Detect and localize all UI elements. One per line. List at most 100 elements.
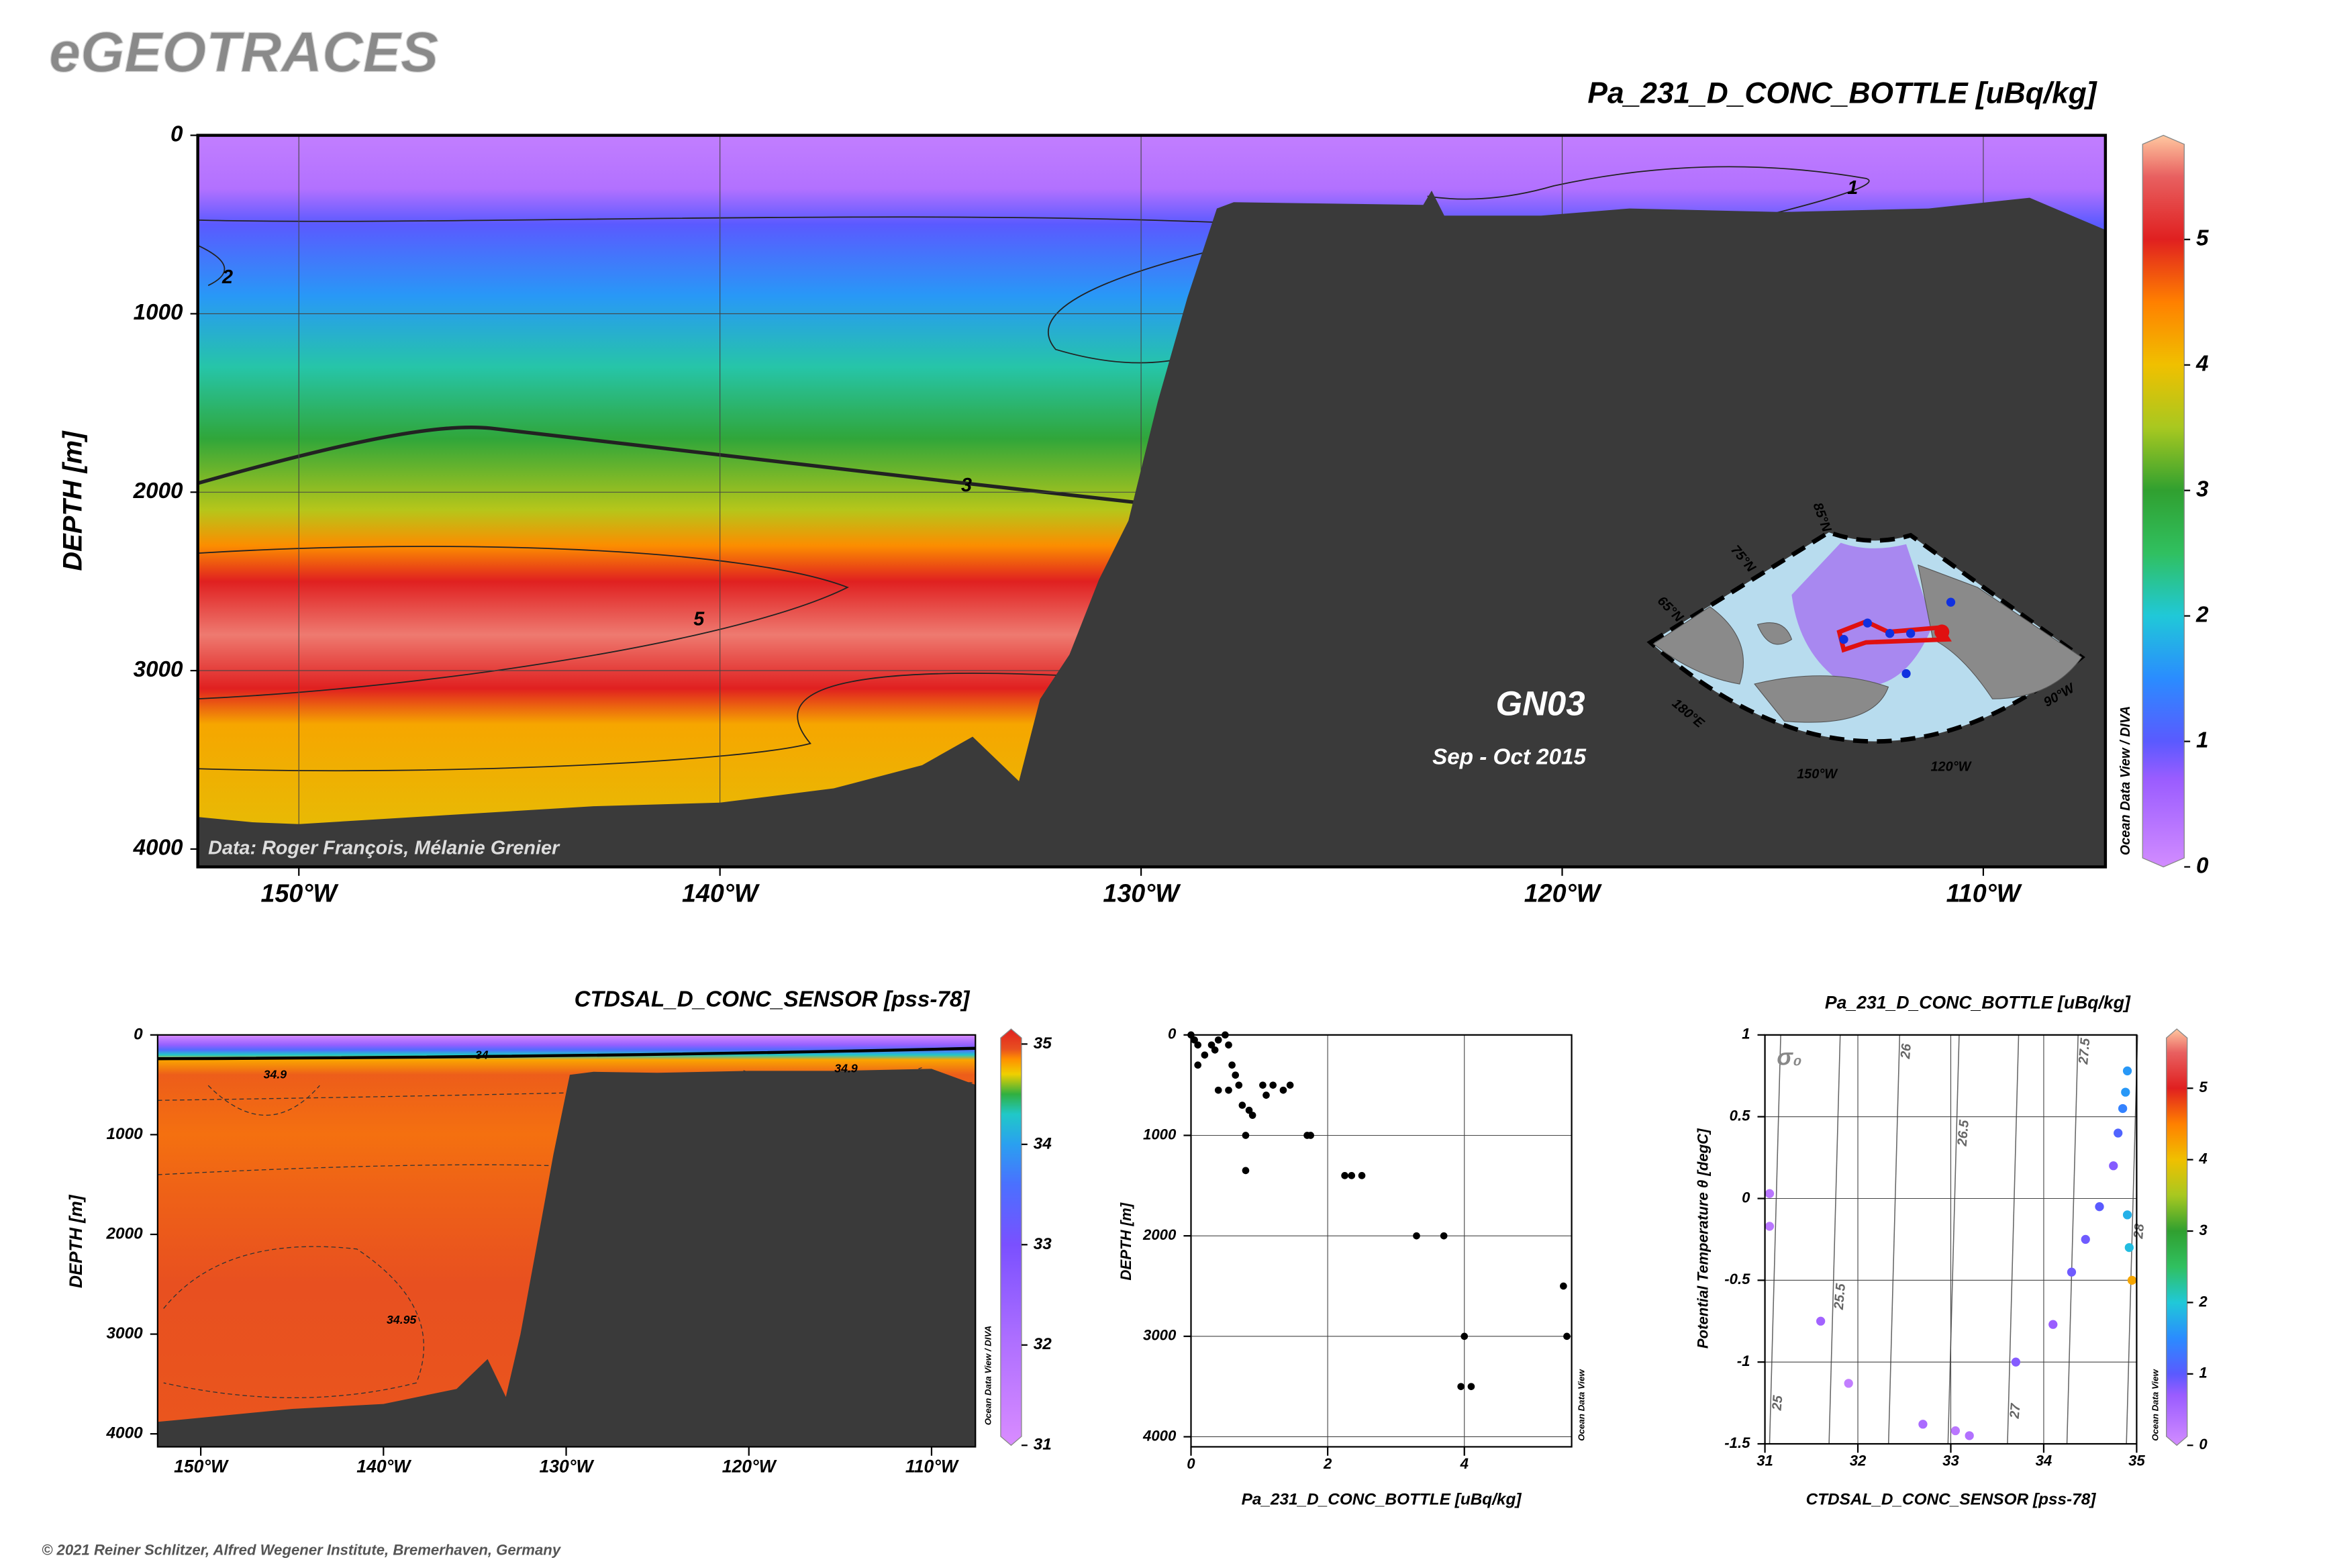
y-tick-label: 0 (170, 121, 183, 146)
data-point (2122, 1066, 2132, 1076)
isopycnal-label: 26.5 (1955, 1119, 1972, 1147)
contour (207, 1085, 320, 1116)
data-point (2081, 1234, 2090, 1244)
y-tick-label: 1000 (107, 1125, 144, 1143)
isopycnal-label: 25.5 (1832, 1282, 1848, 1310)
panel: 0 1000 2000 3000 4000 150°W 140°W 130°W 120°W 110… (66, 987, 1052, 1477)
map-land (1652, 606, 1744, 685)
contour (1427, 166, 1870, 221)
contour (157, 1164, 595, 1175)
y-tick-label: 3000 (107, 1324, 144, 1342)
colorbar-tick-label: 1 (2199, 1365, 2207, 1381)
y-tick-label: 1000 (134, 300, 183, 325)
colorbar (2142, 134, 2185, 868)
y-axis-label: DEPTH [m] (58, 430, 87, 571)
cruise-label: GN03 (1496, 685, 1585, 723)
data-point (1245, 1106, 1253, 1114)
data-point (1307, 1132, 1314, 1139)
bathymetry (197, 190, 2106, 867)
data-point (2122, 1210, 2132, 1220)
map-land (1918, 564, 2083, 699)
contour-label: 3 (961, 475, 972, 496)
isopycnal-label: 25 (1769, 1394, 1785, 1412)
data-point (1358, 1172, 1366, 1179)
colorbar-tick-label: 4 (2195, 351, 2208, 376)
watermark: Ocean Data View (1577, 1368, 1587, 1440)
y-tick-label: 1000 (1143, 1126, 1177, 1142)
contour-label: 34.95 (387, 1313, 417, 1326)
contour (197, 673, 1086, 772)
x-tick-label: 140°W (682, 879, 760, 908)
colorbar-tick-label: 34 (1034, 1134, 1052, 1153)
colorbar-tick-label: 3 (2196, 477, 2209, 501)
data-point (1225, 1086, 1232, 1094)
chart-title: Pa_231_D_CONC_BOTTLE [uBq/kg] (1587, 77, 2097, 109)
isopycnal (1887, 1034, 1901, 1444)
data-point (2011, 1357, 2021, 1367)
data-point (1341, 1172, 1348, 1179)
colorbar (1000, 1028, 1022, 1447)
map-land (1756, 622, 1793, 645)
y-tick-label: 0 (1742, 1189, 1750, 1206)
station (1885, 629, 1895, 638)
watermark: Ocean Data View (2150, 1368, 2161, 1440)
y-tick-label: 4000 (133, 836, 183, 861)
y-tick-label: 1 (1742, 1026, 1750, 1042)
isopycnal (1947, 1034, 1960, 1444)
x-tick-label: 2 (1323, 1455, 1332, 1472)
data-point (2118, 1104, 2128, 1114)
plot-area (1191, 1034, 1572, 1447)
contour (157, 1046, 976, 1061)
data-point (1232, 1071, 1239, 1079)
map-land (1754, 675, 1889, 723)
y-axis-label: DEPTH [m] (66, 1194, 86, 1288)
colorbar-tick-label: 1 (2196, 728, 2208, 752)
data-point (1269, 1081, 1277, 1089)
data-point (1214, 1036, 1222, 1044)
data-point (1242, 1132, 1250, 1139)
station (1901, 669, 1911, 679)
colorbar-tick-label: 35 (1034, 1034, 1052, 1052)
x-tick-label: 110°W (1946, 879, 2023, 908)
data-point (1765, 1189, 1775, 1198)
data-point (2095, 1202, 2104, 1212)
density-symbol: σ₀ (1777, 1044, 1802, 1071)
isopycnal (1769, 1034, 1781, 1444)
y-tick-label: -1.5 (1724, 1434, 1750, 1451)
x-tick-label: 34 (2036, 1452, 2052, 1469)
chart-title: CTDSAL_D_CONC_SENSOR [pss-78] (575, 987, 971, 1012)
data-point (1279, 1086, 1287, 1094)
data-point (1225, 1041, 1232, 1049)
data-point (1211, 1046, 1219, 1054)
isopycnal-label: 28 (2131, 1222, 2147, 1240)
contour-label: 5 (693, 608, 705, 630)
x-axis-label: CTDSAL_D_CONC_SENSOR [pss-78] (1806, 1491, 2097, 1509)
colorbar (2166, 1028, 2188, 1447)
colorbar-tick-label: 31 (1034, 1436, 1052, 1454)
contour (1048, 244, 1234, 364)
data-point (1194, 1041, 1201, 1049)
x-tick-label: 35 (2128, 1452, 2145, 1469)
data-point (1467, 1383, 1475, 1390)
data-point (2114, 1128, 2123, 1138)
y-tick-label: 2000 (1142, 1226, 1177, 1243)
station (1863, 618, 1873, 628)
data-point (1286, 1081, 1294, 1089)
colorbar-tick-label: 3 (2199, 1222, 2208, 1238)
isopycnal-label: 27 (2008, 1402, 2024, 1420)
data-point (1235, 1081, 1243, 1089)
isopycnal (2066, 1034, 2079, 1444)
x-tick-label: 31 (1756, 1452, 1773, 1469)
brand: eGEOTRACES (49, 20, 438, 83)
isopycnal-label: 26 (1898, 1042, 1914, 1060)
watermark: Ocean Data View / DIVA (983, 1326, 993, 1425)
data-point (2067, 1267, 2077, 1277)
contour-label: 2 (221, 266, 233, 288)
contour (197, 546, 849, 700)
station-end (1934, 624, 1950, 640)
x-tick-label: 33 (1942, 1452, 1959, 1469)
y-tick-label: 2000 (106, 1224, 144, 1242)
isopycnal-label: 27.5 (2076, 1037, 2093, 1065)
data-point (1560, 1282, 1567, 1290)
isopycnal (2007, 1034, 2020, 1444)
